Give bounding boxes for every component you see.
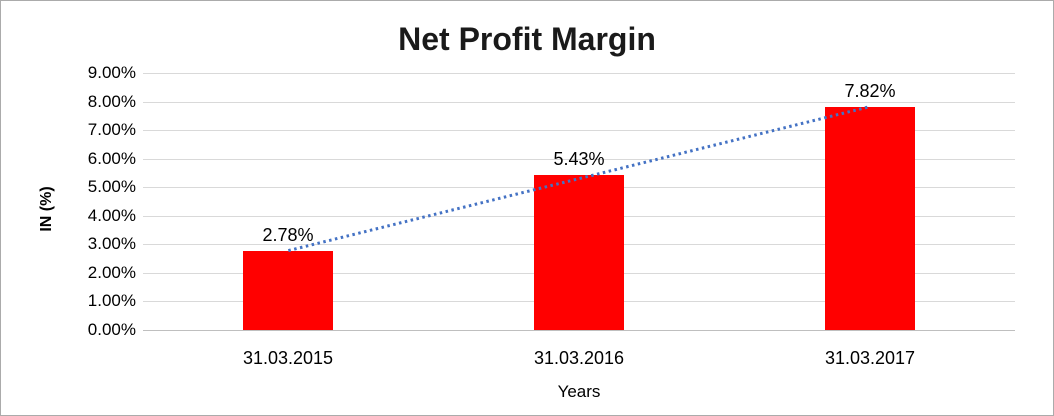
y-tick-label: 2.00%: [87, 263, 136, 282]
y-tick-label: 9.00%: [87, 63, 136, 82]
x-category-label: 31.03.2016: [533, 348, 625, 368]
bar-31.03.2015: [243, 251, 333, 330]
bar-31.03.2016: [534, 175, 624, 330]
gridline-0: [143, 330, 1015, 331]
y-axis-title: IN (%): [38, 186, 55, 232]
y-tick-label: 1.00%: [87, 291, 136, 310]
data-label: 5.43%: [553, 149, 605, 169]
gridline-9: [143, 73, 1015, 74]
y-tick-label: 7.00%: [87, 120, 136, 139]
x-axis-title: Years: [557, 382, 601, 401]
y-tick-label: 6.00%: [87, 149, 136, 168]
x-category-label: 31.03.2015: [242, 348, 334, 368]
x-category-label: 31.03.2017: [824, 348, 916, 368]
y-tick-label: 5.00%: [87, 177, 136, 196]
bar-31.03.2017: [825, 107, 915, 330]
y-tick-label: 0.00%: [87, 320, 136, 339]
y-tick-label: 8.00%: [87, 92, 136, 111]
data-label: 2.78%: [262, 225, 314, 245]
chart-title: Net Profit Margin: [398, 21, 656, 57]
y-tick-label: 4.00%: [87, 206, 136, 225]
data-label: 7.82%: [844, 81, 896, 101]
gridline-8: [143, 102, 1015, 103]
y-tick-label: 3.00%: [87, 234, 136, 253]
